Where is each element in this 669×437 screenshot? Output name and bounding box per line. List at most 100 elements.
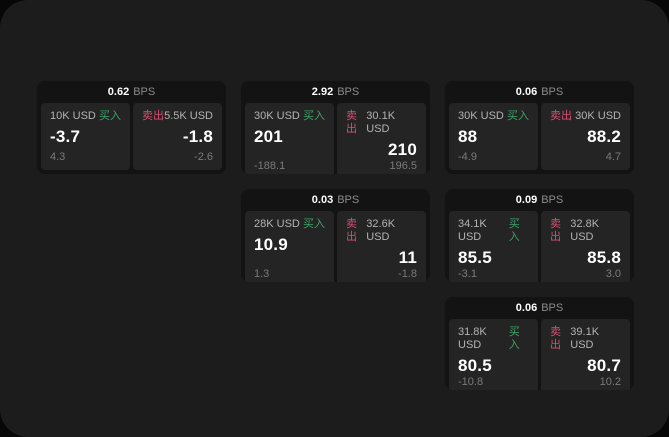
buy-size: 30K USD bbox=[254, 110, 300, 122]
buy-delta: -10.8 bbox=[458, 376, 484, 388]
spread-header: 0.06 BPS bbox=[445, 81, 634, 103]
buy-panel-top: 10K USD 买入 bbox=[50, 110, 121, 123]
spread-header: 0.62 BPS bbox=[37, 81, 226, 103]
buy-delta: 4.3 bbox=[50, 151, 66, 163]
buy-label: 买入 bbox=[507, 110, 529, 122]
buy-label: 买入 bbox=[303, 218, 325, 230]
buy-size: 10K USD bbox=[50, 110, 96, 122]
quote-card: 0.06 BPS 31.8K USD 买入 80.5 -10.8 卖出 39.1… bbox=[445, 297, 634, 390]
spread-unit: BPS bbox=[541, 302, 564, 314]
spread-value: 0.06 bbox=[515, 86, 538, 98]
spread-unit: BPS bbox=[541, 194, 564, 206]
buy-panel[interactable]: 30K USD 买入 201 -188.1 bbox=[245, 103, 334, 174]
sell-panel[interactable]: 卖出 32.6K USD 11 -1.8 bbox=[337, 211, 426, 282]
sell-size: 32.8K USD bbox=[570, 218, 600, 243]
sell-panel[interactable]: 卖出 39.1K USD 80.7 10.2 bbox=[541, 319, 630, 390]
sell-price: 88.2 bbox=[587, 127, 621, 146]
spread-unit: BPS bbox=[133, 86, 156, 98]
buy-price: -3.7 bbox=[50, 127, 81, 146]
spread-header: 2.92 BPS bbox=[241, 81, 430, 103]
sell-label: 卖出 bbox=[550, 110, 572, 122]
buy-panel-top: 31.8K USD 买入 bbox=[458, 326, 529, 352]
buy-price: 85.5 bbox=[458, 248, 492, 267]
buy-panel-top: 28K USD 买入 bbox=[254, 218, 325, 231]
spread-value: 0.09 bbox=[515, 194, 538, 206]
spread-value: 0.03 bbox=[311, 194, 334, 206]
quote-body: 30K USD 买入 201 -188.1 卖出 30.1K USD 210 1… bbox=[241, 103, 430, 174]
buy-label: 买入 bbox=[99, 110, 121, 122]
sell-panel-top: 卖出 32.6K USD bbox=[346, 218, 417, 244]
spread-value: 2.92 bbox=[311, 86, 334, 98]
buy-size: 34.1K USD bbox=[458, 218, 487, 243]
sell-label: 卖出 bbox=[346, 218, 357, 243]
buy-panel[interactable]: 30K USD 买入 88 -4.9 bbox=[449, 103, 538, 170]
buy-delta: -3.1 bbox=[458, 268, 477, 280]
spread-value: 0.62 bbox=[107, 86, 130, 98]
sell-size: 30.1K USD bbox=[366, 110, 396, 135]
sell-delta: 3.0 bbox=[605, 268, 621, 280]
buy-price: 88 bbox=[458, 127, 478, 146]
buy-panel[interactable]: 28K USD 买入 10.9 1.3 bbox=[245, 211, 334, 282]
buy-delta: -4.9 bbox=[458, 151, 477, 163]
buy-panel-top: 30K USD 买入 bbox=[458, 110, 529, 123]
buy-size: 28K USD bbox=[254, 218, 300, 230]
sell-panel[interactable]: 卖出 5.5K USD -1.8 -2.6 bbox=[133, 103, 222, 170]
sell-price: 11 bbox=[398, 248, 417, 267]
quote-card: 0.06 BPS 30K USD 买入 88 -4.9 卖出 30K USD bbox=[445, 81, 634, 174]
spread-unit: BPS bbox=[337, 194, 360, 206]
buy-panel[interactable]: 34.1K USD 买入 85.5 -3.1 bbox=[449, 211, 538, 282]
spread-value: 0.06 bbox=[515, 302, 538, 314]
buy-label: 买入 bbox=[508, 326, 520, 351]
sell-delta: 4.7 bbox=[605, 151, 621, 163]
sell-size: 30K USD bbox=[575, 110, 621, 122]
sell-delta: 10.2 bbox=[599, 376, 621, 388]
sell-panel-top: 卖出 5.5K USD bbox=[142, 110, 213, 123]
sell-delta: 196.5 bbox=[389, 160, 417, 172]
sell-label: 卖出 bbox=[346, 110, 357, 135]
sell-panel[interactable]: 卖出 30.1K USD 210 196.5 bbox=[337, 103, 426, 174]
sell-panel-top: 卖出 30.1K USD bbox=[346, 110, 417, 136]
quote-body: 10K USD 买入 -3.7 4.3 卖出 5.5K USD -1.8 -2.… bbox=[37, 103, 226, 174]
spread-header: 0.03 BPS bbox=[241, 189, 430, 211]
quote-body: 31.8K USD 买入 80.5 -10.8 卖出 39.1K USD 80.… bbox=[445, 319, 634, 390]
quote-card: 0.03 BPS 28K USD 买入 10.9 1.3 卖出 32.6K US… bbox=[241, 189, 430, 282]
sell-price: -1.8 bbox=[182, 127, 213, 146]
quote-body: 28K USD 买入 10.9 1.3 卖出 32.6K USD 11 -1.8 bbox=[241, 211, 430, 282]
spread-unit: BPS bbox=[541, 86, 564, 98]
sell-panel-top: 卖出 32.8K USD bbox=[550, 218, 621, 244]
sell-delta: -1.8 bbox=[398, 268, 417, 280]
spread-header: 0.09 BPS bbox=[445, 189, 634, 211]
quote-card: 0.62 BPS 10K USD 买入 -3.7 4.3 卖出 5.5K USD bbox=[37, 81, 226, 174]
sell-price: 210 bbox=[388, 140, 417, 159]
sell-panel-top: 卖出 30K USD bbox=[550, 110, 621, 123]
buy-delta: 1.3 bbox=[254, 268, 270, 280]
sell-panel-top: 卖出 39.1K USD bbox=[550, 326, 621, 352]
quote-card: 2.92 BPS 30K USD 买入 201 -188.1 卖出 30.1K … bbox=[241, 81, 430, 174]
sell-delta: -2.6 bbox=[194, 151, 213, 163]
spread-header: 0.06 BPS bbox=[445, 297, 634, 319]
sell-size: 32.6K USD bbox=[366, 218, 396, 243]
quote-card: 0.09 BPS 34.1K USD 买入 85.5 -3.1 卖出 32.8K… bbox=[445, 189, 634, 282]
buy-panel[interactable]: 10K USD 买入 -3.7 4.3 bbox=[41, 103, 130, 170]
quote-body: 34.1K USD 买入 85.5 -3.1 卖出 32.8K USD 85.8… bbox=[445, 211, 634, 282]
sell-panel[interactable]: 卖出 30K USD 88.2 4.7 bbox=[541, 103, 630, 170]
quote-body: 30K USD 买入 88 -4.9 卖出 30K USD 88.2 4.7 bbox=[445, 103, 634, 174]
buy-price: 201 bbox=[254, 127, 283, 146]
buy-price: 80.5 bbox=[458, 356, 492, 375]
sell-panel[interactable]: 卖出 32.8K USD 85.8 3.0 bbox=[541, 211, 630, 282]
sell-label: 卖出 bbox=[550, 218, 561, 243]
buy-label: 买入 bbox=[303, 110, 325, 122]
sell-label: 卖出 bbox=[142, 110, 164, 122]
buy-size: 30K USD bbox=[458, 110, 504, 122]
sell-label: 卖出 bbox=[550, 326, 561, 351]
sell-size: 5.5K USD bbox=[164, 110, 213, 122]
buy-size: 31.8K USD bbox=[458, 326, 487, 351]
buy-panel[interactable]: 31.8K USD 买入 80.5 -10.8 bbox=[449, 319, 538, 390]
spread-unit: BPS bbox=[337, 86, 360, 98]
buy-delta: -188.1 bbox=[254, 160, 286, 172]
quote-grid: 0.62 BPS 10K USD 买入 -3.7 4.3 卖出 5.5K USD bbox=[37, 81, 634, 390]
sell-price: 85.8 bbox=[587, 248, 621, 267]
buy-label: 买入 bbox=[508, 218, 520, 243]
buy-price: 10.9 bbox=[254, 235, 288, 254]
